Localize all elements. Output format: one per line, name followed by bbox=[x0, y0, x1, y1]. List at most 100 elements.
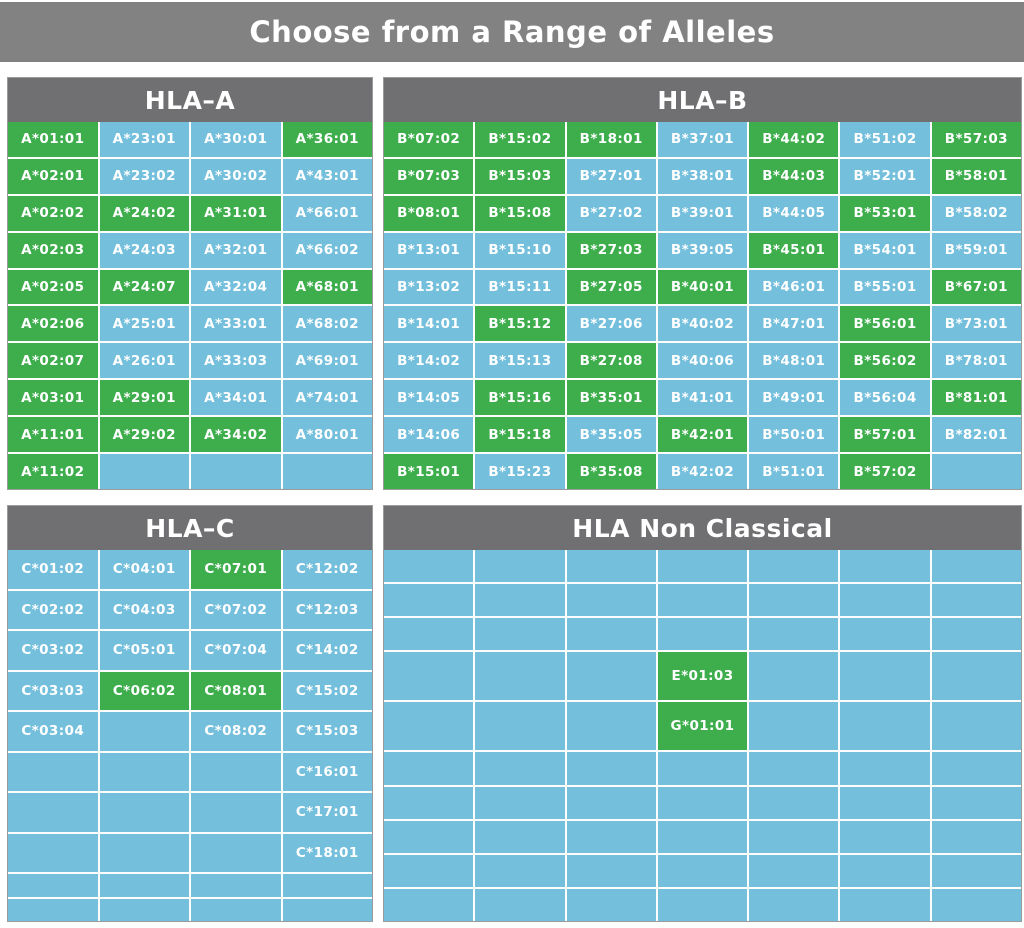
allele-cell-A*33:01[interactable]: A*33:01 bbox=[191, 306, 281, 342]
allele-cell-B*15:18[interactable]: B*15:18 bbox=[475, 417, 565, 453]
allele-cell-A*29:01[interactable]: A*29:01 bbox=[99, 380, 189, 416]
allele-cell-C*03:02[interactable]: C*03:02 bbox=[8, 631, 98, 670]
allele-cell-B*40:06[interactable]: B*40:06 bbox=[657, 343, 748, 379]
allele-cell-B*27:06[interactable]: B*27:06 bbox=[566, 306, 656, 342]
allele-cell-B*81:01[interactable]: B*81:01 bbox=[931, 380, 1021, 416]
allele-cell-B*44:05[interactable]: B*44:05 bbox=[749, 195, 839, 231]
allele-cell-B*37:01[interactable]: B*37:01 bbox=[657, 122, 748, 157]
allele-cell-C*07:01[interactable]: C*07:01 bbox=[191, 550, 281, 589]
allele-cell-A*02:03[interactable]: A*02:03 bbox=[8, 232, 98, 268]
allele-cell-B*18:01[interactable]: B*18:01 bbox=[566, 122, 656, 157]
allele-cell-A*24:03[interactable]: A*24:03 bbox=[99, 232, 189, 268]
allele-cell-A*24:02[interactable]: A*24:02 bbox=[99, 195, 189, 231]
allele-cell-A*01:01[interactable]: A*01:01 bbox=[8, 122, 98, 157]
allele-cell-B*56:01[interactable]: B*56:01 bbox=[840, 306, 930, 342]
allele-cell-A*68:01[interactable]: A*68:01 bbox=[282, 269, 372, 305]
allele-cell-A*26:01[interactable]: A*26:01 bbox=[99, 343, 189, 379]
allele-cell-A*69:01[interactable]: A*69:01 bbox=[282, 343, 372, 379]
allele-cell-B*27:01[interactable]: B*27:01 bbox=[566, 158, 656, 194]
allele-cell-B*54:01[interactable]: B*54:01 bbox=[840, 232, 930, 268]
allele-cell-B*44:02[interactable]: B*44:02 bbox=[749, 122, 839, 157]
allele-cell-B*50:01[interactable]: B*50:01 bbox=[749, 417, 839, 453]
allele-cell-C*18:01[interactable]: C*18:01 bbox=[282, 833, 372, 872]
allele-cell-C*01:02[interactable]: C*01:02 bbox=[8, 550, 98, 589]
allele-cell-A*34:02[interactable]: A*34:02 bbox=[191, 417, 281, 453]
allele-cell-B*07:03[interactable]: B*07:03 bbox=[384, 158, 474, 194]
allele-cell-A*29:02[interactable]: A*29:02 bbox=[99, 417, 189, 453]
allele-cell-C*17:01[interactable]: C*17:01 bbox=[282, 793, 372, 832]
allele-cell-C*08:02[interactable]: C*08:02 bbox=[191, 712, 281, 751]
allele-cell-A*11:01[interactable]: A*11:01 bbox=[8, 417, 98, 453]
allele-cell-B*57:03[interactable]: B*57:03 bbox=[931, 122, 1021, 157]
allele-cell-C*06:02[interactable]: C*06:02 bbox=[99, 671, 189, 710]
allele-cell-B*15:03[interactable]: B*15:03 bbox=[475, 158, 565, 194]
allele-cell-B*59:01[interactable]: B*59:01 bbox=[931, 232, 1021, 268]
allele-cell-C*02:02[interactable]: C*02:02 bbox=[8, 590, 98, 629]
allele-cell-C*05:01[interactable]: C*05:01 bbox=[99, 631, 189, 670]
allele-cell-B*27:05[interactable]: B*27:05 bbox=[566, 269, 656, 305]
allele-cell-B*15:02[interactable]: B*15:02 bbox=[475, 122, 565, 157]
allele-cell-B*46:01[interactable]: B*46:01 bbox=[749, 269, 839, 305]
allele-cell-A*02:07[interactable]: A*02:07 bbox=[8, 343, 98, 379]
allele-cell-C*03:04[interactable]: C*03:04 bbox=[8, 712, 98, 751]
allele-cell-A*74:01[interactable]: A*74:01 bbox=[282, 380, 372, 416]
allele-cell-B*42:01[interactable]: B*42:01 bbox=[657, 417, 748, 453]
allele-cell-C*12:03[interactable]: C*12:03 bbox=[282, 590, 372, 629]
allele-cell-B*35:08[interactable]: B*35:08 bbox=[566, 454, 656, 489]
allele-cell-B*58:02[interactable]: B*58:02 bbox=[931, 195, 1021, 231]
allele-cell-B*39:05[interactable]: B*39:05 bbox=[657, 232, 748, 268]
allele-cell-A*36:01[interactable]: A*36:01 bbox=[282, 122, 372, 157]
allele-cell-A*30:01[interactable]: A*30:01 bbox=[191, 122, 281, 157]
allele-cell-B*67:01[interactable]: B*67:01 bbox=[931, 269, 1021, 305]
allele-cell-B*44:03[interactable]: B*44:03 bbox=[749, 158, 839, 194]
allele-cell-C*07:04[interactable]: C*07:04 bbox=[191, 631, 281, 670]
allele-cell-A*30:02[interactable]: A*30:02 bbox=[191, 158, 281, 194]
allele-cell-B*08:01[interactable]: B*08:01 bbox=[384, 195, 474, 231]
allele-cell-A*43:01[interactable]: A*43:01 bbox=[282, 158, 372, 194]
allele-cell-B*45:01[interactable]: B*45:01 bbox=[749, 232, 839, 268]
allele-cell-B*27:03[interactable]: B*27:03 bbox=[566, 232, 656, 268]
allele-cell-B*52:01[interactable]: B*52:01 bbox=[840, 158, 930, 194]
allele-cell-B*41:01[interactable]: B*41:01 bbox=[657, 380, 748, 416]
allele-cell-C*04:03[interactable]: C*04:03 bbox=[99, 590, 189, 629]
allele-cell-B*53:01[interactable]: B*53:01 bbox=[840, 195, 930, 231]
allele-cell-B*35:01[interactable]: B*35:01 bbox=[566, 380, 656, 416]
allele-cell-B*15:10[interactable]: B*15:10 bbox=[475, 232, 565, 268]
allele-cell-B*15:16[interactable]: B*15:16 bbox=[475, 380, 565, 416]
allele-cell-B*56:02[interactable]: B*56:02 bbox=[840, 343, 930, 379]
allele-cell-B*78:01[interactable]: B*78:01 bbox=[931, 343, 1021, 379]
allele-cell-B*73:01[interactable]: B*73:01 bbox=[931, 306, 1021, 342]
allele-cell-A*25:01[interactable]: A*25:01 bbox=[99, 306, 189, 342]
allele-cell-A*02:06[interactable]: A*02:06 bbox=[8, 306, 98, 342]
allele-cell-B*51:01[interactable]: B*51:01 bbox=[749, 454, 839, 489]
allele-cell-C*07:02[interactable]: C*07:02 bbox=[191, 590, 281, 629]
allele-cell-C*15:03[interactable]: C*15:03 bbox=[282, 712, 372, 751]
allele-cell-B*42:02[interactable]: B*42:02 bbox=[657, 454, 748, 489]
allele-cell-B*13:02[interactable]: B*13:02 bbox=[384, 269, 474, 305]
allele-cell-A*32:04[interactable]: A*32:04 bbox=[191, 269, 281, 305]
allele-cell-B*14:06[interactable]: B*14:06 bbox=[384, 417, 474, 453]
allele-cell-B*27:08[interactable]: B*27:08 bbox=[566, 343, 656, 379]
allele-cell-C*16:01[interactable]: C*16:01 bbox=[282, 752, 372, 791]
allele-cell-A*34:01[interactable]: A*34:01 bbox=[191, 380, 281, 416]
allele-cell-A*23:01[interactable]: A*23:01 bbox=[99, 122, 189, 157]
allele-cell-B*57:01[interactable]: B*57:01 bbox=[840, 417, 930, 453]
allele-cell-B*49:01[interactable]: B*49:01 bbox=[749, 380, 839, 416]
allele-cell-B*15:13[interactable]: B*15:13 bbox=[475, 343, 565, 379]
allele-cell-B*27:02[interactable]: B*27:02 bbox=[566, 195, 656, 231]
allele-cell-A*03:01[interactable]: A*03:01 bbox=[8, 380, 98, 416]
allele-cell-A*11:02[interactable]: A*11:02 bbox=[8, 454, 98, 489]
allele-cell-B*15:08[interactable]: B*15:08 bbox=[475, 195, 565, 231]
allele-cell-G*01:01[interactable]: G*01:01 bbox=[657, 702, 748, 751]
allele-cell-B*82:01[interactable]: B*82:01 bbox=[931, 417, 1021, 453]
allele-cell-A*02:05[interactable]: A*02:05 bbox=[8, 269, 98, 305]
allele-cell-B*55:01[interactable]: B*55:01 bbox=[840, 269, 930, 305]
allele-cell-B*57:02[interactable]: B*57:02 bbox=[840, 454, 930, 489]
allele-cell-A*31:01[interactable]: A*31:01 bbox=[191, 195, 281, 231]
allele-cell-B*15:01[interactable]: B*15:01 bbox=[384, 454, 474, 489]
allele-cell-B*40:01[interactable]: B*40:01 bbox=[657, 269, 748, 305]
allele-cell-B*40:02[interactable]: B*40:02 bbox=[657, 306, 748, 342]
allele-cell-B*35:05[interactable]: B*35:05 bbox=[566, 417, 656, 453]
allele-cell-A*66:02[interactable]: A*66:02 bbox=[282, 232, 372, 268]
allele-cell-B*38:01[interactable]: B*38:01 bbox=[657, 158, 748, 194]
